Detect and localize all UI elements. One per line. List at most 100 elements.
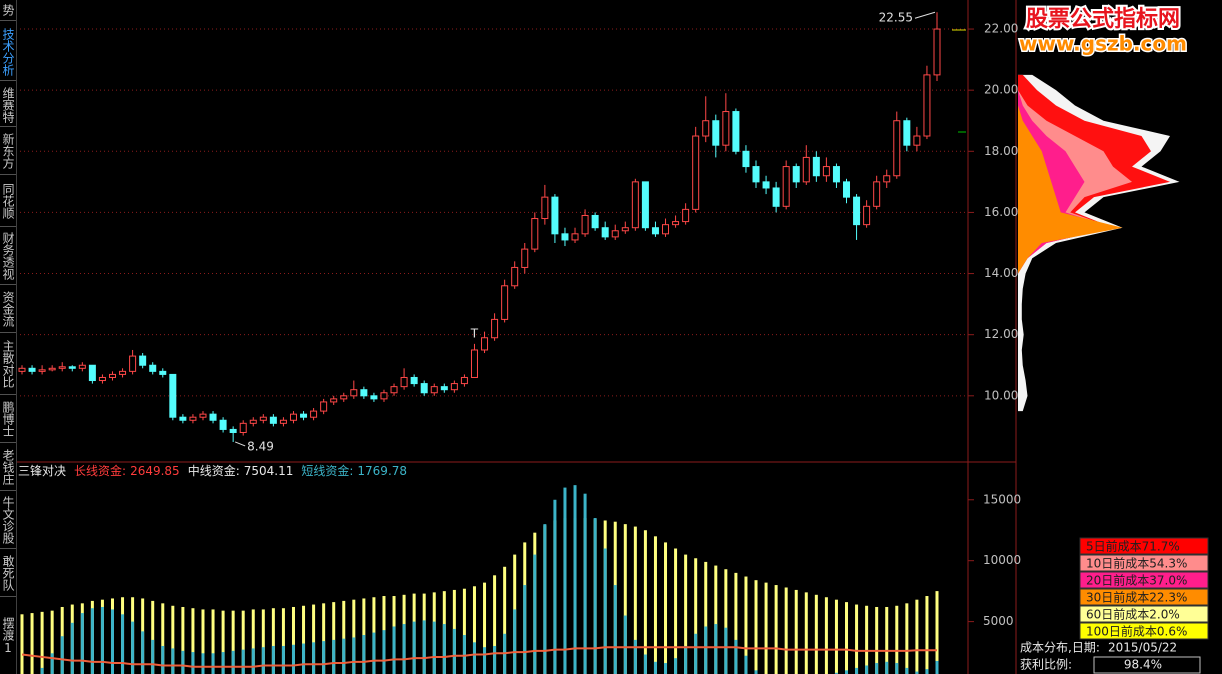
candle-body (762, 181, 770, 189)
legend-name: 中线资金: (188, 463, 240, 478)
flow-bar (462, 588, 466, 674)
flow-bar (935, 660, 939, 674)
candle-body (732, 111, 740, 152)
flow-bar (302, 605, 306, 674)
flow-bar (845, 602, 849, 674)
flow-bar (714, 565, 718, 674)
y-tick-label: 16.00 (984, 205, 1018, 219)
sidebar-tab[interactable]: 资金流 (0, 286, 16, 333)
candle-body (641, 181, 649, 229)
candle-body (48, 367, 56, 371)
flow-bar (161, 645, 165, 674)
sidebar-tab[interactable]: 新东方 (0, 128, 16, 175)
flow-bar (271, 608, 275, 674)
flow-bar (211, 653, 215, 674)
candle-body (491, 318, 499, 339)
sidebar-tab[interactable]: 技术分析 (0, 24, 16, 81)
flow-bar (643, 654, 647, 674)
sidebar-tab[interactable]: 主散对比 (0, 334, 16, 395)
legend-row (1079, 622, 1209, 640)
candle-body (822, 166, 830, 177)
candle-body (229, 428, 237, 433)
flow-bar (603, 548, 607, 674)
profit-value: 98.4% (1124, 658, 1162, 672)
candle-body (742, 150, 750, 168)
profit-label: 获利比例: (1020, 658, 1072, 672)
flow-bar (533, 554, 537, 674)
flow-bar (322, 603, 326, 674)
legend-name: 10日前成本 (1086, 555, 1149, 570)
flow-bar (493, 645, 497, 674)
candle-body (501, 285, 509, 320)
candle-body (722, 111, 730, 146)
flow-bar (201, 609, 205, 674)
y-tick-label: 5000 (983, 614, 1014, 628)
flow-line (21, 646, 938, 668)
flow-bar (734, 639, 738, 674)
annotation-arrow (234, 441, 246, 447)
legend-value: 7504.11 (244, 464, 294, 478)
price-pane: 10.00 12.00 14.00 16.00 18.00 20.00 22.00 22.55… (16, 11, 1018, 453)
flow-bar (834, 672, 838, 674)
legend-value: 1769.78 (357, 464, 407, 478)
sidebar-tab[interactable]: 鹏博士 (0, 396, 16, 443)
candle-body (682, 208, 690, 223)
flow-bar (885, 661, 889, 674)
y-tick-label: 14.00 (984, 266, 1018, 280)
flow-bar (342, 638, 346, 674)
sidebar-tab[interactable]: 老钱庄 (0, 444, 16, 491)
legend-text: 100日前成本0.6% (1086, 623, 1187, 638)
sidebar-tab[interactable]: 同花顺 (0, 176, 16, 227)
flow-bar (694, 558, 698, 674)
flow-bar (774, 585, 778, 674)
profit-box (1093, 656, 1201, 674)
flow-bar (643, 530, 647, 674)
flow-bar (704, 626, 708, 674)
candle-body (913, 135, 921, 146)
flow-bar (50, 653, 54, 674)
candle-body (662, 224, 670, 235)
candle-body (149, 364, 157, 372)
legend-name: 100日前成本 (1086, 623, 1157, 638)
flow-bar (281, 608, 285, 674)
legend-name: 5日前成本 (1086, 538, 1142, 553)
sidebar-tab[interactable]: 摆渡1 (0, 598, 16, 674)
flow-bar (754, 670, 758, 674)
flow-bar (664, 542, 668, 674)
sidebar-tab[interactable]: 势 (0, 0, 16, 21)
candle-body (561, 233, 569, 241)
flow-bar (563, 487, 567, 674)
sidebar-tab[interactable]: 维赛特 (0, 84, 16, 127)
candle-body (863, 205, 871, 226)
flow-bar (895, 605, 899, 674)
flow-bar (814, 594, 818, 674)
flow-bar (855, 604, 859, 674)
flow-bar (925, 669, 929, 674)
legend-share: 71.7% (1142, 539, 1180, 553)
flow-bar (895, 663, 899, 674)
y-tick-label: 18.00 (984, 144, 1018, 158)
candle-body (672, 221, 680, 226)
legend-text: 30日前成本22.3% (1086, 589, 1187, 604)
flow-bar (402, 624, 406, 674)
candle-body (119, 370, 127, 375)
flow-bar (704, 561, 708, 674)
sidebar-tab[interactable]: 敢死队 (0, 550, 16, 597)
flow-bar (241, 649, 245, 674)
flow-bar (231, 650, 235, 674)
candle-body (883, 175, 891, 183)
flow-bar (70, 622, 74, 674)
flow-bar (875, 606, 879, 674)
flow-bar (875, 663, 879, 674)
sidebar-tab[interactable]: 牛文诊股 (0, 492, 16, 549)
flow-bar (60, 636, 64, 674)
sidebar-tab[interactable]: 财务透视 (0, 228, 16, 285)
flow-bar (583, 493, 587, 674)
legend-value: 2649.85 (130, 464, 180, 478)
flow-bar (754, 580, 758, 674)
flow-bar (131, 621, 135, 674)
flow-bar (744, 576, 748, 674)
candle-body (712, 120, 720, 146)
candle-body (209, 413, 217, 421)
candle-body (611, 230, 619, 238)
